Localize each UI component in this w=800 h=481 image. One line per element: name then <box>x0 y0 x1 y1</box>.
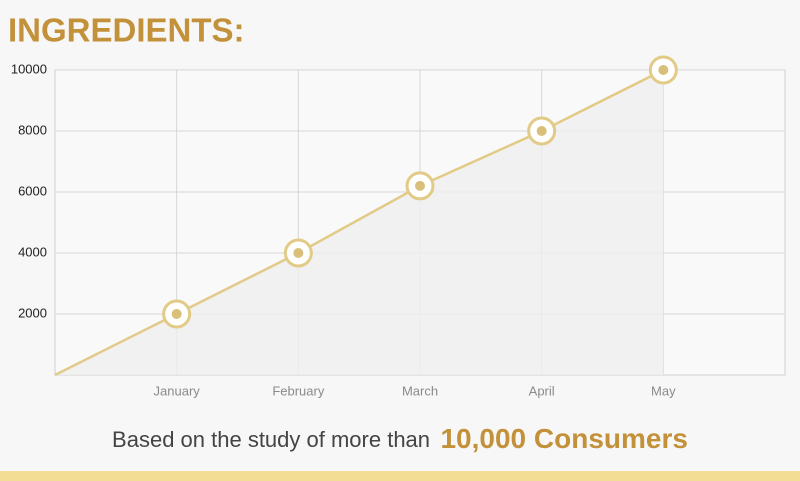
line <box>54 68 664 377</box>
x-tick-label: February <box>272 383 325 398</box>
y-tick-label: 10000 <box>11 61 47 76</box>
footnote: Based on the study of more than 10,000 C… <box>112 423 688 454</box>
point-dot <box>415 180 425 191</box>
footnote-highlight: 10,000 Consumers <box>440 423 687 454</box>
x-tick-label: March <box>402 383 438 398</box>
point-dot <box>658 65 669 75</box>
bottom-strip <box>0 471 800 481</box>
chart-title: INGREDIENTS: <box>8 12 245 49</box>
y-tick-label: 2000 <box>18 305 47 320</box>
area <box>55 70 664 375</box>
point-dot <box>536 126 547 136</box>
point-dot <box>293 248 304 258</box>
x-tick-label: January <box>154 383 201 398</box>
x-tick-label: April <box>529 383 555 398</box>
y-tick-label: 6000 <box>18 183 47 198</box>
x-tick-label: May <box>651 383 676 398</box>
y-tick-label: 8000 <box>18 122 47 137</box>
y-tick-label: 4000 <box>18 244 47 259</box>
plot-area: 2000 4000 6000 8000 10000 January February Marc… <box>11 55 786 398</box>
point-dot <box>171 309 182 319</box>
footnote-text: Based on the study of more than <box>112 427 430 452</box>
